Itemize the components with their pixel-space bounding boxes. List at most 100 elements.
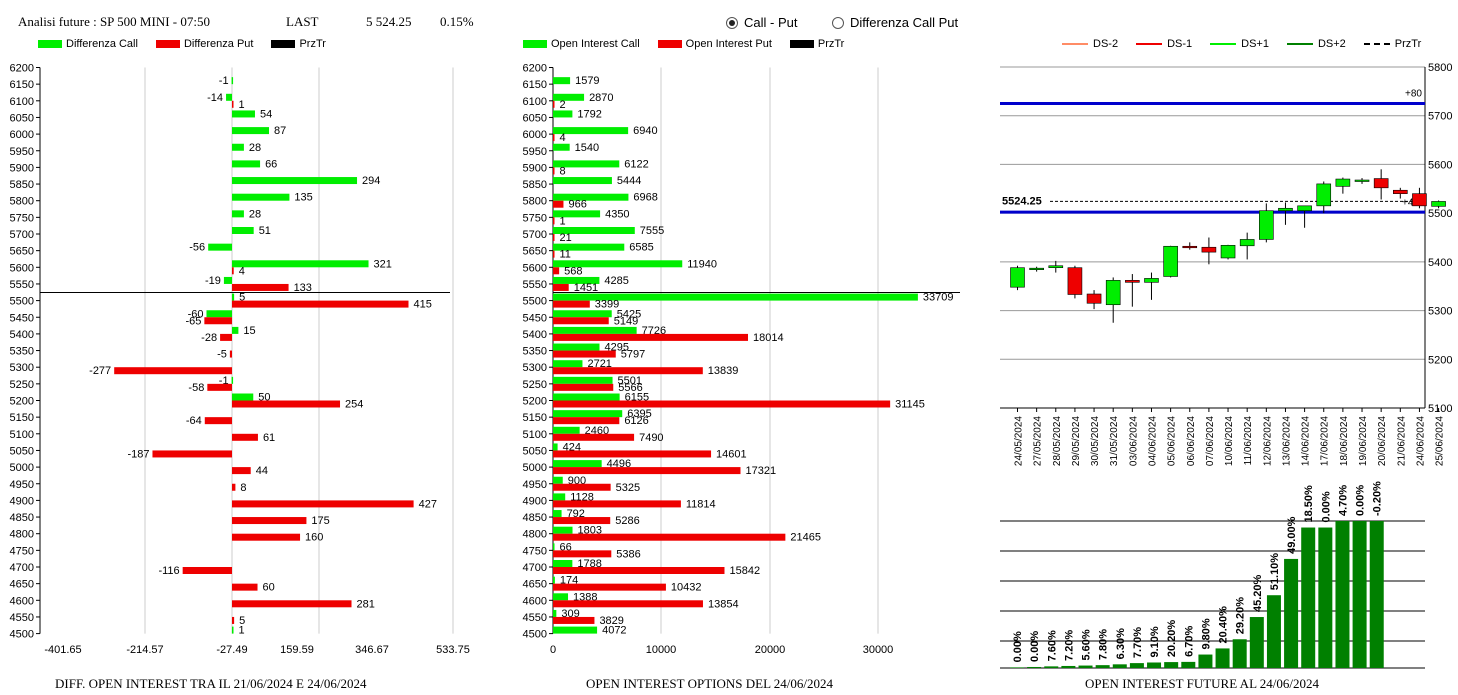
y-tick-label: 4500 <box>523 629 547 641</box>
x-tick-label: -214.57 <box>126 644 163 656</box>
bar-put <box>553 267 560 275</box>
x-tick-label: 24/06/2024 <box>1415 416 1426 466</box>
data-label: 15 <box>243 325 255 337</box>
bar-call <box>553 410 623 418</box>
data-label: 415 <box>413 299 431 311</box>
data-label: 6585 <box>629 242 653 254</box>
y-tick-label: 5400 <box>10 329 34 341</box>
y-tick-label: 5300 <box>523 362 547 374</box>
data-label: -60 <box>188 308 204 320</box>
legend-item-diff-put: Differenza Put <box>155 38 253 50</box>
x-tick-label: 19/06/2024 <box>1358 416 1369 466</box>
data-label: 33709 <box>923 292 954 304</box>
candle-body <box>1067 267 1083 295</box>
data-label: 61 <box>263 432 275 444</box>
data-label: 133 <box>294 282 312 294</box>
y-tick-label: 5150 <box>523 412 547 424</box>
legend-label: Open Interest Call <box>551 38 640 50</box>
bar-label: 0.00% <box>1029 631 1041 662</box>
legend-item-ds+1: DS+1 <box>1210 38 1269 50</box>
data-label: -19 <box>205 275 221 287</box>
red-swatch-icon <box>155 40 180 48</box>
bar-label: 0.00% <box>1320 491 1332 522</box>
data-label: 10432 <box>671 582 702 594</box>
y-tick-label: 5150 <box>10 412 34 424</box>
data-label: 44 <box>256 465 268 477</box>
legend-label: Open Interest Put <box>685 38 772 50</box>
bar-call <box>553 493 566 501</box>
bar-put <box>553 417 620 425</box>
y-tick-label: 5200 <box>10 396 34 408</box>
y-tick-label: 5950 <box>10 146 34 158</box>
legend-label: Differenza Call <box>66 38 138 50</box>
y-tick-label: 5400 <box>523 329 547 341</box>
data-label: 5286 <box>615 515 639 527</box>
data-label: 6940 <box>633 125 657 137</box>
legend-label: PrzTr <box>1394 38 1422 50</box>
bar-put <box>553 300 590 308</box>
candle-body <box>1412 193 1427 207</box>
y-tick-label: 6150 <box>523 79 547 91</box>
bar-put <box>152 450 232 458</box>
data-label: 6395 <box>627 408 651 420</box>
data-label: 1 <box>560 215 566 227</box>
candle-body <box>1163 245 1178 277</box>
y-tick-label: 5200 <box>1428 354 1452 366</box>
bar-put <box>232 267 234 275</box>
candle-body <box>1029 267 1044 270</box>
bar-call <box>553 343 600 351</box>
data-label: 281 <box>357 598 375 610</box>
y-tick-label: 5800 <box>523 196 547 208</box>
bar-call <box>553 360 583 368</box>
bar-put <box>204 417 232 425</box>
data-label: 1540 <box>575 142 599 154</box>
bar-call <box>553 593 569 601</box>
data-label: -1 <box>219 375 229 387</box>
page-title: Analisi future : SP 500 MINI - 07:50 <box>18 14 210 29</box>
legend-diff: Differenza Call Differenza Put PrzTr <box>38 38 344 50</box>
y-tick-label: 6000 <box>523 129 547 141</box>
data-label: -5 <box>217 349 227 361</box>
bar-call <box>553 143 570 151</box>
data-label: 7555 <box>640 225 664 237</box>
x-tick-label: 533.75 <box>436 644 470 656</box>
y-tick-label: 4850 <box>523 512 547 524</box>
y-tick-label: 6200 <box>10 63 34 75</box>
x-tick-label: 18/06/2024 <box>1339 416 1350 466</box>
y-tick-label: 5650 <box>10 246 34 258</box>
oi-bar <box>1027 666 1042 668</box>
candle-body <box>1125 280 1140 283</box>
bar-call <box>553 426 580 434</box>
legend-item-prztr: PrzTr <box>789 38 844 50</box>
bar-put <box>553 200 564 208</box>
legend-label: DS-2 <box>1093 38 1119 50</box>
bar-call <box>232 326 239 334</box>
radio-differenza-label: Differenza Call Put <box>850 15 959 30</box>
oi-bar <box>1335 521 1350 668</box>
line-swatch-icon <box>1210 43 1237 45</box>
bar-put <box>553 100 555 108</box>
bar-call <box>232 293 235 301</box>
bar-call <box>232 210 244 218</box>
dashed-line-swatch-icon <box>1363 43 1390 45</box>
radio-call-put[interactable]: Call - Put <box>726 15 797 30</box>
bar-call <box>553 576 555 584</box>
bar-put <box>553 217 555 225</box>
y-tick-label: 5400 <box>1428 257 1452 269</box>
green-swatch-icon <box>38 40 62 48</box>
data-label: 28 <box>249 208 261 220</box>
oi-bar <box>1352 521 1367 668</box>
candle-body <box>1010 267 1025 288</box>
bar-label: 7.20% <box>1063 630 1075 661</box>
radio-differenza-call-put[interactable]: Differenza Call Put <box>832 15 958 30</box>
offset-label: +40 <box>1402 197 1419 208</box>
x-tick-label: 29/05/2024 <box>1071 416 1082 466</box>
bar-put <box>229 350 232 358</box>
y-tick-label: 5600 <box>10 262 34 274</box>
data-label: -65 <box>185 315 201 327</box>
bar-call <box>206 310 232 318</box>
x-tick-label: 17/06/2024 <box>1320 416 1331 466</box>
y-tick-label: 4550 <box>523 612 547 624</box>
bar-put <box>220 333 232 341</box>
legend-item-ds+2: DS+2 <box>1286 38 1346 50</box>
